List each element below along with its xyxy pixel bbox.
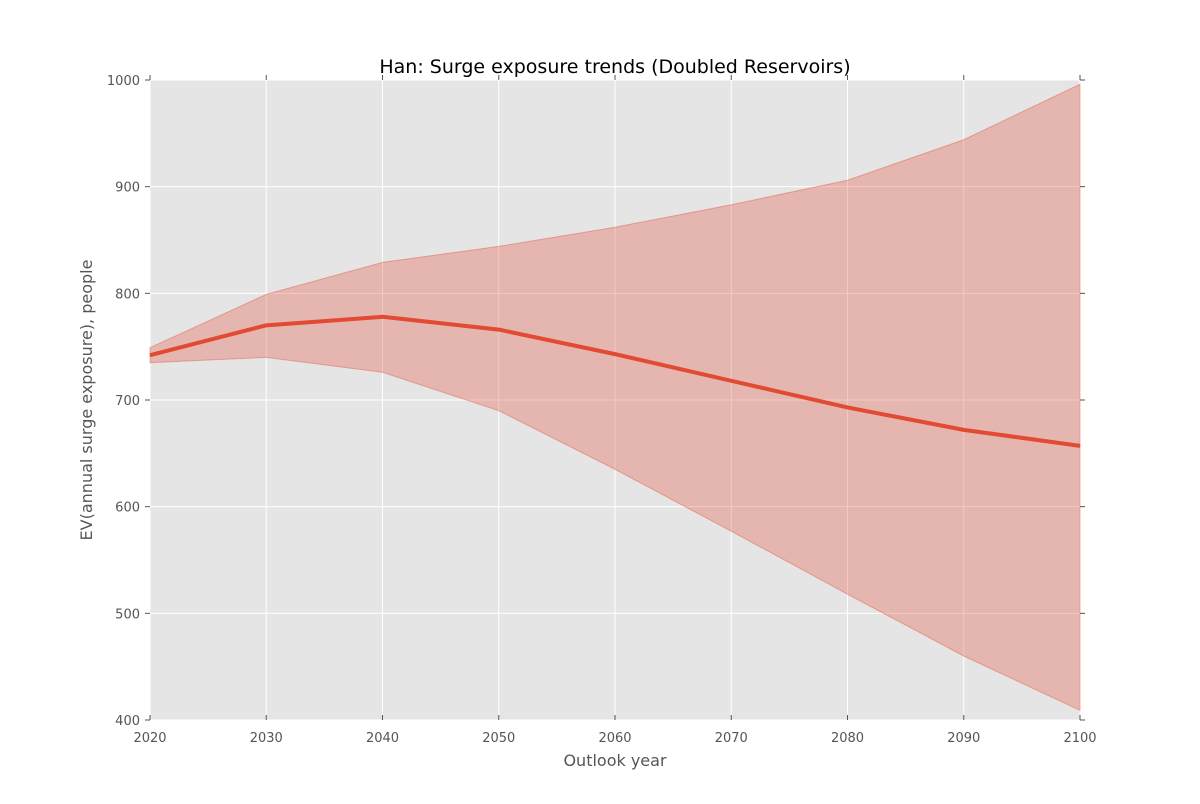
x-tick-label: 2100 (1063, 731, 1096, 746)
x-tick-label: 2050 (482, 731, 515, 746)
series-point (730, 380, 732, 382)
x-axis-label: Outlook year (563, 751, 667, 770)
confidence-band-layer (149, 83, 1081, 712)
y-tick-label: 700 (115, 394, 140, 409)
series-point (382, 316, 383, 318)
series-point (963, 429, 965, 431)
series-point (847, 406, 848, 408)
series-point (265, 324, 267, 326)
y-tick-label: 900 (115, 181, 140, 196)
series-point (614, 353, 616, 355)
series-point (1079, 445, 1081, 447)
x-tick-label: 2020 (133, 731, 166, 746)
y-tick-label: 400 (115, 714, 140, 729)
x-tick-label: 2090 (947, 731, 980, 746)
x-tick-label: 2070 (715, 731, 748, 746)
grid-lines (149, 79, 1081, 721)
y-tick-label: 600 (115, 501, 140, 516)
x-tick-label: 2040 (366, 731, 399, 746)
axis-ticks: 2020 2030 2040 2050 2060 2070 2080 2090 2100 400 5… (107, 74, 1097, 746)
y-tick-label: 800 (115, 287, 140, 302)
y-tick-label: 1000 (107, 74, 140, 89)
x-tick-label: 2080 (831, 731, 864, 746)
y-tick-label: 500 (115, 607, 140, 622)
series-point (149, 354, 151, 356)
chart-title: Han: Surge exposure trends (Doubled Rese… (379, 56, 850, 78)
series-line-layer (149, 314, 1081, 448)
series-point (498, 329, 500, 331)
x-tick-label: 2060 (598, 731, 631, 746)
y-axis-label: EV(annual surge exposure), people (77, 260, 96, 541)
uncertainty-band (149, 83, 1081, 712)
x-tick-label: 2030 (250, 731, 283, 746)
